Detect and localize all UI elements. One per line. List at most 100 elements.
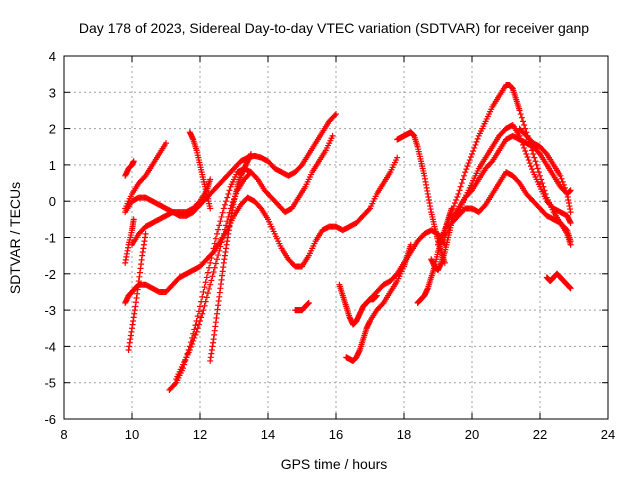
data-point: [201, 302, 208, 309]
data-point: [206, 264, 213, 271]
data-point: [209, 273, 216, 280]
data-point: [467, 188, 474, 195]
data-point: [194, 313, 201, 320]
data-point: [481, 203, 488, 210]
data-point: [561, 184, 568, 191]
data-point: [567, 187, 574, 194]
data-point: [470, 147, 477, 154]
data-point: [539, 180, 546, 187]
data-point: [459, 176, 466, 183]
data-point: [201, 284, 208, 291]
series-arc-11: [186, 129, 214, 212]
data-point: [187, 344, 194, 351]
data-point: [223, 222, 230, 229]
data-point: [192, 331, 199, 338]
series-arc-12: [292, 299, 312, 314]
data-point: [212, 260, 219, 267]
y-tick-label: -2: [44, 267, 56, 282]
data-point: [190, 337, 197, 344]
y-tick-label: 4: [49, 49, 56, 64]
series-arc-10: [207, 151, 254, 364]
data-point: [472, 141, 479, 148]
data-point: [199, 293, 206, 300]
data-point: [534, 165, 541, 172]
data-point: [515, 178, 522, 185]
series-arc-21: [448, 132, 574, 223]
data-point: [226, 187, 233, 194]
data-point: [206, 285, 213, 292]
data-point: [186, 347, 193, 354]
x-tick-label: 20: [465, 427, 479, 442]
data-point: [466, 157, 473, 164]
data-point: [210, 245, 217, 252]
data-point: [207, 259, 214, 266]
data-point: [207, 176, 214, 183]
data-point: [219, 209, 226, 216]
data-point: [220, 205, 227, 212]
data-point: [563, 187, 570, 194]
data-point: [216, 222, 223, 229]
data-point: [198, 314, 205, 321]
data-point: [218, 213, 225, 220]
data-point: [450, 203, 457, 210]
data-point: [523, 151, 530, 158]
data-point: [221, 201, 228, 208]
data-point: [488, 159, 495, 166]
data-point: [474, 135, 481, 142]
series-arc-7: [125, 230, 149, 354]
data-point: [219, 235, 226, 242]
data-point: [207, 281, 214, 288]
y-tick-label: 0: [49, 194, 56, 209]
data-point: [469, 151, 475, 158]
data-point: [467, 154, 474, 161]
data-point: [527, 163, 534, 170]
x-tick-label: 10: [125, 427, 139, 442]
data-point: [202, 279, 209, 286]
x-axis-label: GPS time / hours: [281, 456, 388, 472]
data-point: [217, 218, 224, 225]
data-point: [394, 154, 401, 161]
x-tick-label: 8: [60, 427, 67, 442]
data-point: [567, 209, 574, 216]
data-point: [535, 169, 542, 176]
data-point: [558, 175, 565, 182]
data-point: [172, 380, 179, 387]
data-point: [203, 294, 210, 301]
data-point: [516, 107, 523, 114]
series-arc-22: [516, 125, 574, 216]
data-point: [141, 174, 148, 180]
y-tick-label: 3: [49, 85, 56, 100]
data-point: [297, 163, 304, 170]
data-point: [453, 196, 460, 203]
data-point: [130, 158, 137, 165]
data-point: [217, 243, 224, 250]
data-point: [557, 172, 564, 179]
data-point: [246, 170, 253, 177]
data-point: [563, 226, 570, 233]
data-point: [449, 206, 456, 213]
series-arc-20: [441, 121, 574, 241]
data-point: [521, 144, 528, 151]
data-point: [444, 221, 451, 228]
data-point: [518, 114, 525, 121]
data-point: [253, 175, 260, 182]
data-point: [248, 151, 254, 158]
data-point: [214, 256, 220, 263]
data-point: [521, 121, 528, 128]
y-tick-label: -3: [44, 303, 56, 318]
data-point: [208, 255, 215, 262]
data-point: [567, 238, 574, 245]
data-point: [567, 219, 574, 226]
x-tick-label: 22: [533, 427, 547, 442]
data-point: [195, 321, 202, 328]
data-point: [465, 160, 472, 167]
data-point: [455, 190, 462, 197]
data-point: [163, 140, 169, 147]
chart-title: Day 178 of 2023, Sidereal Day-to-day VTE…: [79, 20, 589, 36]
data-point: [215, 252, 222, 259]
x-tick-label: 16: [329, 427, 343, 442]
data-point: [473, 138, 480, 145]
data-point: [462, 169, 469, 176]
data-point: [525, 157, 532, 164]
